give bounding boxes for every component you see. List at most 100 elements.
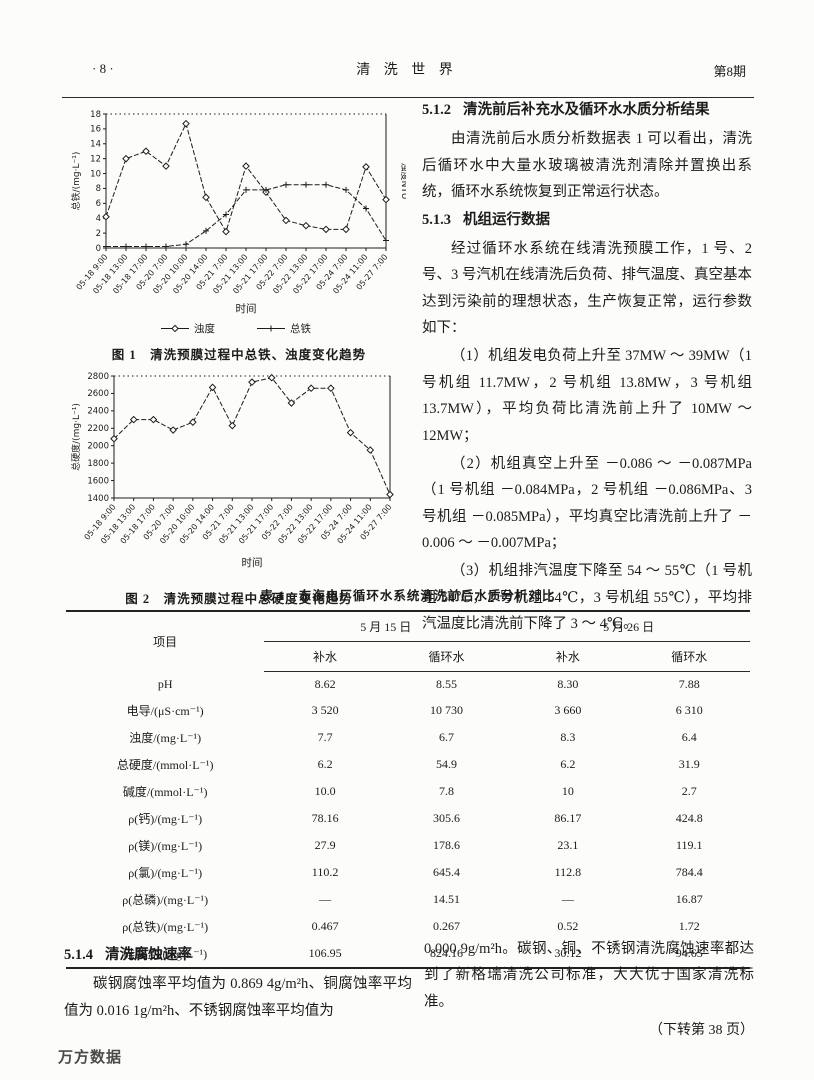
table-cell: 6.7	[438, 730, 454, 744]
table-head: 项目 5 月 15 日 5 月 26 日 补水 循环水 补水 循环水	[66, 611, 750, 672]
left-column: 0 2 4 6 8 10 12 14 16 18 05-18 9:00 05-18 13:00 05-1…	[70, 106, 411, 614]
figure-2-chart: 1400 1600 1800 2000 2200 2400 2600 2800 05-18 9:…	[70, 370, 408, 587]
table-cell: 6 310	[675, 703, 703, 717]
table-cell: 6.2	[560, 757, 576, 771]
table-cell: 424.8	[675, 811, 703, 825]
section-513-item-1: （1）机组发电负荷上升至 37MW ～ 39MW（1 号机组 11.7MW，2 …	[422, 348, 752, 444]
table-cell: 1.72	[678, 919, 700, 933]
table-item-label: 电导/(μS·cm⁻¹)	[126, 704, 204, 718]
section-513-number: 5.1.3	[422, 211, 451, 228]
table-cell: 10 730	[429, 703, 463, 717]
section-513-paragraph-intro: 经过循环水系统在线清洗预膜工作，1 号、2 号、3 号汽机在线清洗后负荷、排气温…	[422, 240, 752, 336]
table-cell: 31.9	[678, 757, 700, 771]
table-cell: 3 660	[554, 703, 582, 717]
svg-text:总铁/(mg·L⁻¹): 总铁/(mg·L⁻¹)	[70, 152, 82, 211]
section-513-item-2: （2）机组真空上升至 －0.086 ～ －0.087MPa（1 号机组 －0.0…	[422, 455, 752, 551]
svg-text:1400: 1400	[87, 494, 109, 504]
table-cell: 6.4	[681, 730, 697, 744]
table-cell: 7.7	[317, 730, 333, 744]
table-cell: 106.95	[308, 946, 342, 960]
table-cell: 10	[561, 784, 574, 798]
section-513-heading: 5.1.3 机组运行数据	[422, 208, 752, 233]
figure-2: 1400 1600 1800 2000 2200 2400 2600 2800 05-18 9:…	[70, 370, 408, 607]
table-row: 电导/(μS·cm⁻¹) 3 520 10 730 3 660 6 310	[66, 697, 750, 724]
bottom-right-column: 0.000 9g/m²h。碳钢、铜、不锈钢清洗腐蚀速率都达到了新格瑞清洗公司标准…	[424, 936, 754, 1039]
page-number: · 8 ·	[92, 61, 114, 76]
table-item-label: 硅酸盐/(mg·L⁻¹)	[123, 947, 208, 961]
table-cell: 0.52	[557, 919, 579, 933]
table-row: ρ(钙)/(mg·L⁻¹) 78.16 305.6 86.17 424.8	[66, 805, 750, 832]
table-cell: 8.3	[560, 730, 576, 744]
svg-text:1800: 1800	[87, 459, 109, 469]
table-cell: 8.30	[557, 677, 579, 691]
table-cell: 30.12	[554, 946, 582, 960]
svg-text:4: 4	[96, 214, 101, 224]
table-item-label: ρ(氯)/(mg·L⁻¹)	[128, 866, 203, 880]
table-row: ρ(总铁)/(mg·L⁻¹) 0.467 0.267 0.52 1.72	[66, 913, 750, 940]
table-cell: 7.8	[438, 784, 454, 798]
issue-number: 第8期	[713, 64, 746, 79]
table-row: 硅酸盐/(mg·L⁻¹) 106.95 824.16 30.12 94.65	[66, 940, 750, 968]
table-body: pH 8.62 8.55 8.30 7.88 电导/(μS·cm⁻¹) 3 520 10 73…	[66, 672, 750, 969]
figure-1-caption: 图 1 清洗预膜过程中总铁、浊度变化趋势	[111, 348, 367, 362]
svg-text:总铁: 总铁	[290, 322, 311, 335]
table-cell: 54.9	[435, 757, 457, 771]
table-row: 总硬度/(mmol·L⁻¹) 6.2 54.9 6.2 31.9	[66, 751, 750, 778]
svg-text:总硬度/(mg·L⁻¹): 总硬度/(mg·L⁻¹)	[70, 403, 82, 471]
table-cell: 16.87	[675, 892, 703, 906]
table-cell: 7.88	[678, 677, 700, 691]
svg-text:2400: 2400	[87, 407, 109, 417]
table-cell: 645.4	[432, 865, 460, 879]
svg-text:12: 12	[90, 154, 101, 164]
table-row: pH 8.62 8.55 8.30 7.88	[66, 672, 750, 698]
table-group-may26: 5 月 26 日	[507, 611, 750, 642]
svg-text:2600: 2600	[87, 389, 109, 399]
table-cell: 0.467	[311, 919, 339, 933]
table-cell: 86.17	[554, 811, 582, 825]
table-cell: 78.16	[311, 811, 339, 825]
table-cell: —	[561, 892, 574, 906]
svg-text:14: 14	[90, 140, 101, 150]
figure-1-chart: 0 2 4 6 8 10 12 14 16 18 05-18 9:00 05-18 13:00 05-1…	[70, 106, 411, 343]
svg-text:10: 10	[90, 169, 101, 179]
section-514-number: 5.1.4	[64, 947, 93, 963]
table-cell: 10.0	[314, 784, 336, 798]
svg-text:0: 0	[96, 244, 101, 254]
table-cell: 112.8	[554, 865, 582, 879]
section-514-heading: 5.1.4 清洗腐蚀速率	[64, 943, 412, 968]
figure-2-caption: 图 2 清洗预膜过程中总硬度变化趋势	[125, 592, 353, 606]
table-row: 浊度/(mg·L⁻¹) 7.7 6.7 8.3 6.4	[66, 724, 750, 751]
table-cell: 784.4	[675, 865, 703, 879]
continuation-note: （下转第 38 页）	[649, 1023, 754, 1039]
table-cell: 3 520	[311, 703, 339, 717]
svg-text:浊度: 浊度	[194, 322, 215, 335]
table-cell: 14.51	[432, 892, 460, 906]
table-cell: 178.6	[432, 838, 460, 852]
table-item-label: 碱度/(mmol·L⁻¹)	[122, 785, 208, 799]
svg-text:时间: 时间	[242, 556, 263, 569]
table-subheader-circulating-1: 循环水	[385, 641, 508, 672]
table-row: ρ(镁)/(mg·L⁻¹) 27.9 178.6 23.1 119.1	[66, 832, 750, 859]
right-column: 5.1.2 清洗前后补充水及循环水水质分析结果 由清洗前后水质分析数据表 1 可以…	[422, 98, 752, 640]
table-subheader-makeup-2: 补水	[507, 641, 629, 672]
table-subheader-makeup-1: 补水	[264, 641, 386, 672]
table-cell: 6.2	[317, 757, 333, 771]
header-rule	[62, 97, 754, 98]
table-cell: 27.9	[314, 838, 336, 852]
svg-text:2000: 2000	[87, 442, 109, 452]
table-group-may15: 5 月 15 日	[264, 611, 508, 642]
table-cell: 0.267	[432, 919, 460, 933]
svg-text:6: 6	[96, 199, 101, 209]
svg-text:2800: 2800	[87, 372, 109, 382]
section-512-title: 清洗前后补充水及循环水水质分析结果	[463, 102, 710, 118]
table-row: ρ(总磷)/(mg·L⁻¹) — 14.51 — 16.87	[66, 886, 750, 913]
svg-text:时间: 时间	[236, 302, 257, 315]
table-cell: 824.16	[429, 946, 463, 960]
table-subheader-circulating-2: 循环水	[628, 641, 750, 672]
table-item-label: 总硬度/(mmol·L⁻¹)	[116, 758, 214, 772]
section-513-title: 机组运行数据	[463, 211, 550, 228]
table-item-label: 浊度/(mg·L⁻¹)	[129, 731, 202, 745]
table-cell: 110.2	[311, 865, 339, 879]
svg-text:2: 2	[96, 229, 101, 239]
table-item-label: pH	[157, 676, 173, 691]
